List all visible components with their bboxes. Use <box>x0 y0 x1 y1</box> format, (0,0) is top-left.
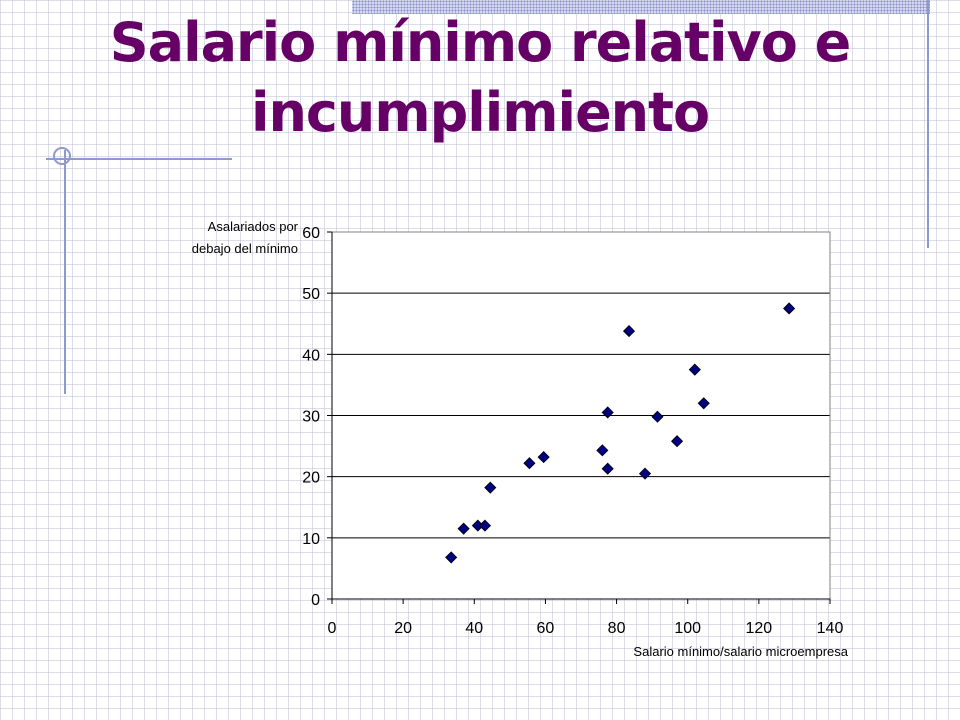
data-point <box>457 522 470 535</box>
y-tick-labels: 0 10 20 30 40 50 60 <box>302 225 320 609</box>
decorative-vertical-line-right <box>927 0 929 248</box>
x-tick-label: 60 <box>537 620 555 637</box>
data-point <box>537 451 550 464</box>
data-point <box>638 467 652 480</box>
x-tick-label: 140 <box>817 620 844 637</box>
x-tick-label: 100 <box>674 620 701 637</box>
data-point <box>697 397 710 410</box>
y-axis-label-line-1: Asalariados por <box>208 219 299 234</box>
y-tick-label: 60 <box>302 225 320 242</box>
data-point <box>484 481 497 494</box>
x-tick-label: 20 <box>394 620 412 637</box>
slide-title: Salario mínimo relativo e incumplimiento <box>60 8 900 148</box>
decorative-horizontal-line <box>46 158 232 160</box>
x-tick-label: 0 <box>328 620 337 637</box>
data-point <box>783 302 796 315</box>
data-point <box>445 551 458 564</box>
slide-title-line-2: incumplimiento <box>250 81 710 144</box>
data-point <box>622 325 636 338</box>
data-point <box>651 410 664 423</box>
data-point <box>601 406 614 419</box>
x-axis-label: Salario mínimo/salario microempresa <box>633 644 848 659</box>
slide-title-line-1: Salario mínimo relativo e <box>109 11 851 74</box>
decorative-vertical-line-left <box>64 150 66 394</box>
x-tick-label: 40 <box>465 620 483 637</box>
y-tick-label: 20 <box>302 470 320 487</box>
y-axis-label-line-2: debajo del mínimo <box>192 241 298 256</box>
x-tick-label: 120 <box>746 620 773 637</box>
data-point <box>601 462 614 475</box>
y-tick-label: 10 <box>302 531 320 548</box>
y-tick-label: 30 <box>302 409 320 426</box>
x-tick-labels: 0 20 40 60 80 100 120 140 <box>328 620 844 637</box>
data-points <box>445 302 796 564</box>
data-point <box>596 444 609 457</box>
top-decorative-band <box>352 0 930 14</box>
y-tick-label: 50 <box>302 286 320 303</box>
y-tick-label: 0 <box>311 592 320 609</box>
data-point <box>478 519 492 532</box>
data-point <box>688 363 701 376</box>
y-tick-label: 40 <box>302 347 320 364</box>
axes <box>327 231 831 604</box>
decorative-circle <box>53 147 71 165</box>
data-point <box>670 435 684 448</box>
x-tick-label: 80 <box>608 620 626 637</box>
data-point <box>523 457 536 470</box>
